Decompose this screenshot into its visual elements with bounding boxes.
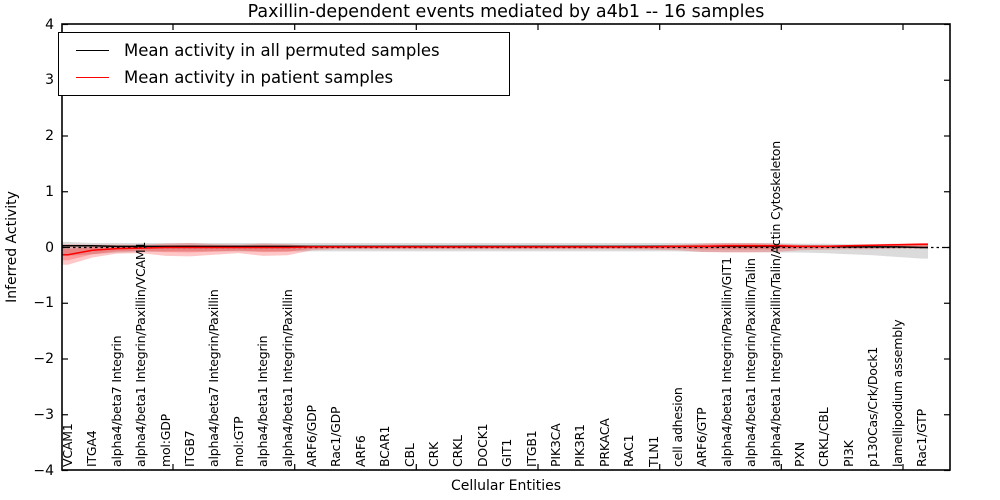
x-tick-label: PIK3CA bbox=[548, 423, 563, 467]
chart-title: Paxillin-dependent events mediated by a4… bbox=[247, 2, 765, 22]
x-tick-label: TLN1 bbox=[645, 435, 661, 467]
x-tick-label: CRKL bbox=[450, 435, 466, 467]
x-tick-label: alpha4/beta1 Integrin/Paxillin bbox=[279, 289, 295, 467]
x-tick-label: cell adhesion bbox=[670, 387, 685, 467]
y-tick-label: 2 bbox=[45, 128, 54, 144]
x-tick-label: PI3K bbox=[840, 440, 856, 467]
x-tick-label: Rac1/GDP bbox=[328, 406, 344, 467]
x-tick-label: RAC1 bbox=[621, 434, 637, 467]
x-tick-label: BCAR1 bbox=[377, 425, 393, 467]
permuted-line-swatch bbox=[76, 50, 109, 51]
x-tick-label: PXN bbox=[792, 442, 807, 467]
y-tick-label: 1 bbox=[45, 183, 54, 200]
x-tick-label: alpha4/beta7 Integrin/Paxillin bbox=[206, 289, 222, 467]
x-tick-label: ARF6 bbox=[352, 435, 368, 467]
x-tick-label: ITGB7 bbox=[182, 430, 197, 467]
x-tick-label: CBL bbox=[401, 443, 417, 467]
x-tick-label: VCAM1 bbox=[60, 423, 75, 467]
x-tick-label: Rac1/GTP bbox=[914, 409, 929, 467]
legend-label-permuted: Mean activity in all permuted samples bbox=[124, 41, 440, 60]
x-tick-label: lamellipodium assembly bbox=[889, 319, 905, 467]
x-tick-label: alpha4/beta1 Integrin bbox=[255, 335, 271, 467]
x-tick-label: alpha4/beta1 Integrin/Paxillin/GIT1 bbox=[718, 257, 734, 467]
y-tick-label: 4 bbox=[45, 16, 54, 33]
x-tick-label: alpha4/beta7 Integrin bbox=[108, 335, 124, 467]
x-tick-label: ARF6/GDP bbox=[304, 405, 319, 467]
y-tick-label: 3 bbox=[45, 72, 54, 89]
legend-label-patient: Mean activity in patient samples bbox=[124, 68, 394, 87]
x-tick-label: alpha4/beta1 Integrin/Paxillin/Talin bbox=[743, 258, 759, 467]
patient-confidence-band-outer bbox=[62, 243, 928, 265]
y-tick-label: −1 bbox=[33, 295, 54, 312]
x-tick-label: alpha4/beta1 Integrin/Paxillin/VCAM1 bbox=[133, 241, 149, 467]
x-tick-label: ARF6/GTP bbox=[694, 407, 710, 467]
x-tick-label: alpha4/beta1 Integrin/Paxillin/Talin/Act… bbox=[767, 141, 783, 467]
x-tick-label: ITGA4 bbox=[84, 430, 100, 467]
x-tick-label: PIK3R1 bbox=[572, 424, 588, 467]
x-tick-label: mol:GDP bbox=[157, 414, 173, 467]
patient-line-swatch bbox=[76, 77, 109, 78]
y-tick-label: 0 bbox=[45, 239, 54, 256]
x-tick-label: CRK bbox=[426, 441, 441, 467]
x-tick-label: CRKL/CBL bbox=[816, 407, 832, 467]
patient-mean-line bbox=[62, 243, 928, 256]
legend-item-permuted: Mean activity in all permuted samples bbox=[76, 41, 509, 60]
x-tick-label: p130Cas/Crk/Dock1 bbox=[865, 346, 881, 467]
x-tick-label: mol:GTP bbox=[230, 416, 246, 467]
x-tick-label: ITGB1 bbox=[523, 430, 539, 467]
y-tick-label: −3 bbox=[33, 406, 54, 423]
x-tick-label: PRKACA bbox=[596, 418, 612, 467]
x-tick-label: GIT1 bbox=[499, 438, 515, 467]
y-tick-label: −4 bbox=[33, 462, 54, 479]
x-tick-label: DOCK1 bbox=[474, 423, 490, 467]
legend-item-patient: Mean activity in patient samples bbox=[76, 68, 509, 87]
y-tick-label: −2 bbox=[33, 351, 54, 367]
legend: Mean activity in all permuted samples Me… bbox=[58, 32, 510, 96]
x-axis-label: Cellular Entities bbox=[450, 478, 562, 494]
